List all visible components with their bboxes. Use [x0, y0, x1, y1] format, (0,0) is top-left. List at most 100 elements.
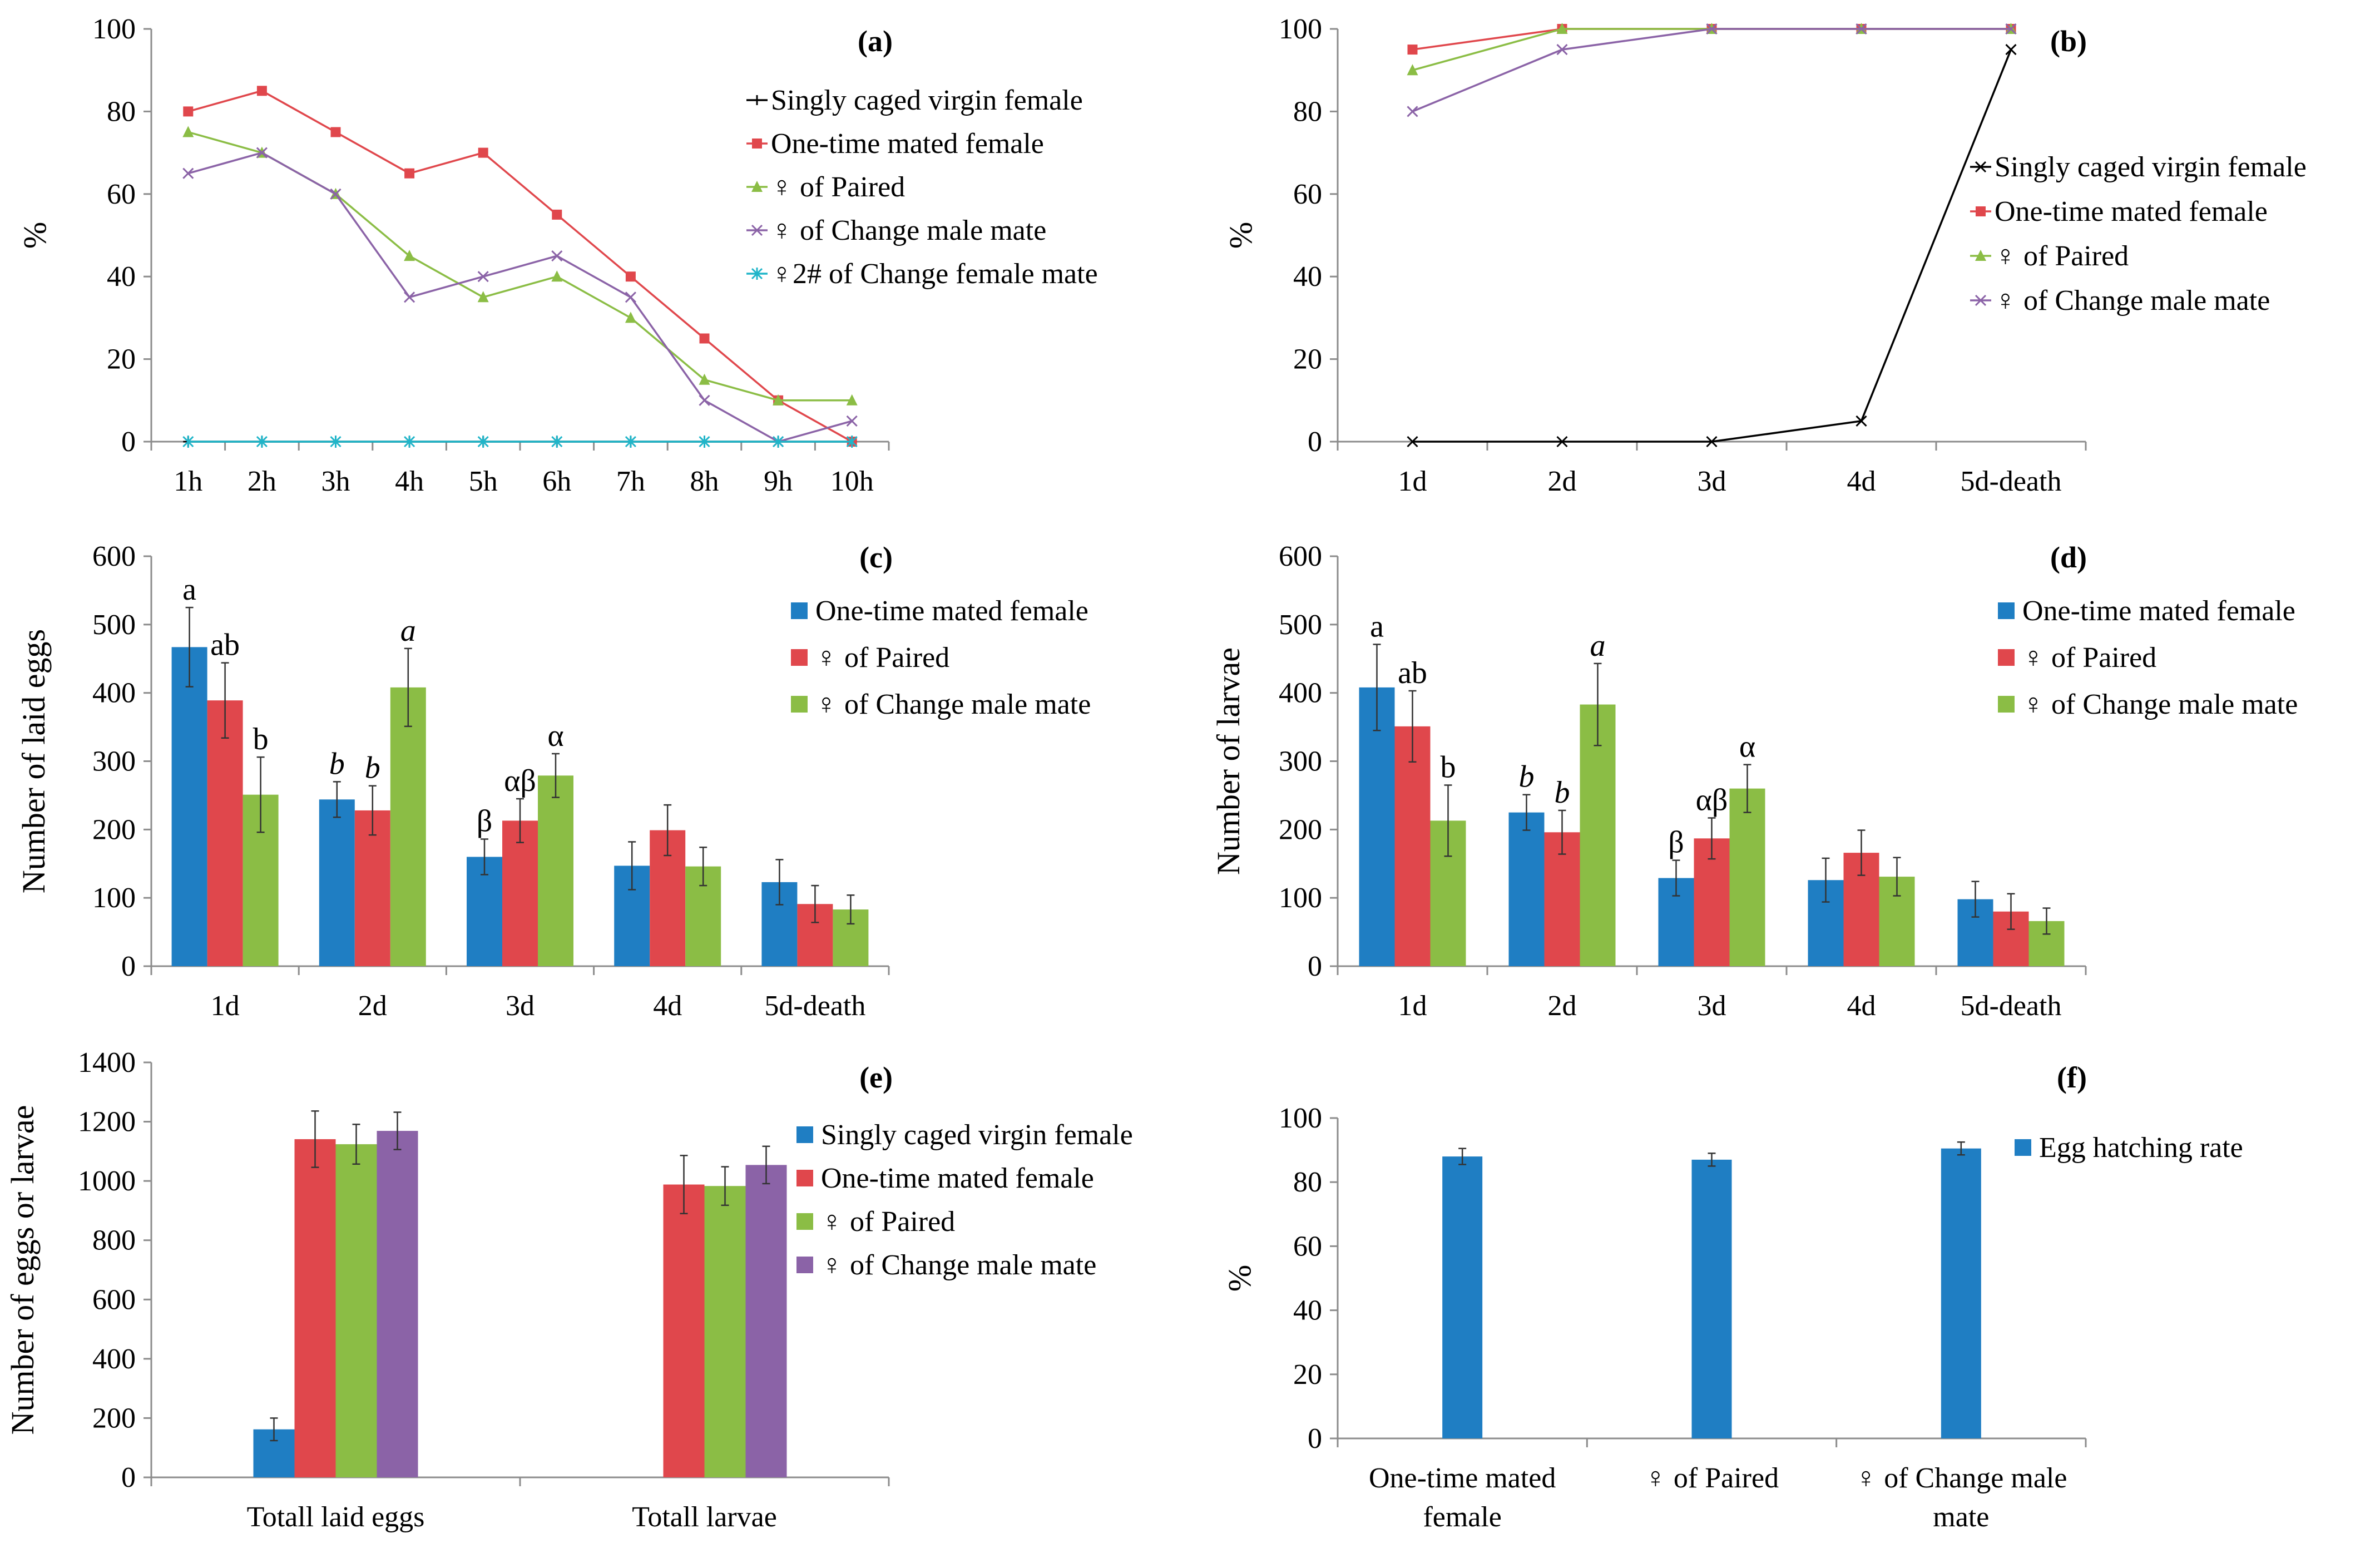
- panel-c: 0 100 200 300 400 500 600 1d 2d 3d 4d 5d-death Numbe…: [16, 541, 1091, 1022]
- y-axis-label: %: [1221, 1265, 1258, 1292]
- legend-label: ♀ of Paired: [2022, 642, 2156, 674]
- data-point: [773, 394, 784, 405]
- y-tick-label: 500: [92, 609, 136, 641]
- y-tick-label: 200: [1279, 814, 1322, 845]
- y-tick-label: 80: [107, 96, 136, 127]
- x-tick-label: 7h: [616, 466, 645, 497]
- legend-swatch: [791, 696, 808, 713]
- panel-label: (e): [859, 1061, 893, 1094]
- y-tick-label: 20: [1293, 1359, 1322, 1391]
- data-point: [751, 181, 763, 192]
- x-tick-label: 5h: [469, 466, 498, 497]
- x-tick-label: 4d: [1847, 466, 1876, 497]
- y-tick-label: 1200: [78, 1106, 136, 1138]
- data-point: [477, 291, 489, 303]
- legend-label: ♀ of Paired: [771, 171, 905, 203]
- series-line-3: [1412, 28, 2011, 113]
- y-tick-label: 100: [92, 882, 136, 914]
- panel-label: (b): [2050, 24, 2087, 58]
- legend-swatch: [796, 1213, 813, 1230]
- y-tick-label: 40: [107, 261, 136, 293]
- legend-label: Egg hatching rate: [2039, 1132, 2243, 1164]
- data-point: [625, 271, 636, 282]
- y-axis-label: Number of laid eggs: [16, 629, 52, 893]
- panel-label: (c): [859, 541, 893, 574]
- data-point: [1855, 23, 1867, 35]
- data-point: [478, 147, 488, 158]
- x-tick-label: ♀ of Paired: [1645, 1462, 1779, 1494]
- data-point: [1556, 44, 1568, 56]
- panel-label: (d): [2050, 541, 2087, 574]
- bar-1-0: [207, 700, 243, 966]
- significance-label: ab: [210, 628, 240, 662]
- data-point: [551, 270, 563, 282]
- data-point: [404, 291, 415, 303]
- x-tick-label: 5d-death: [1961, 466, 2062, 497]
- x-tick-label: 3h: [321, 466, 350, 497]
- data-point: [182, 436, 194, 448]
- legend-swatch: [791, 649, 808, 666]
- y-tick-label: 0: [121, 951, 136, 982]
- data-point: [1706, 436, 1718, 448]
- x-tick-label: One-time mated: [1369, 1462, 1556, 1494]
- y-tick-label: 20: [1293, 344, 1322, 375]
- legend-label: ♀ of Change male mate: [2022, 689, 2298, 720]
- data-point: [751, 224, 763, 236]
- data-point: [625, 436, 636, 448]
- data-point: [773, 436, 784, 448]
- y-tick-label: 300: [92, 746, 136, 778]
- x-tick-label: 3d: [506, 990, 535, 1022]
- y-tick-label: 1400: [78, 1047, 136, 1079]
- data-point: [2005, 23, 2017, 35]
- panel-b: 0 20 40 60 80 100 1d 2d 3d 4d 5d-death% (b) Singly c…: [1223, 13, 2307, 497]
- data-point: [404, 436, 415, 448]
- legend-label: One-time mated female: [821, 1163, 1094, 1194]
- bar-2-0: [335, 1144, 377, 1477]
- bar-0-0: [1359, 687, 1395, 966]
- y-tick-label: 40: [1293, 1295, 1322, 1327]
- data-point: [1855, 415, 1867, 427]
- y-axis-label: %: [17, 222, 53, 249]
- bar-0-0: [171, 647, 207, 966]
- data-point: [699, 436, 710, 448]
- significance-label: α: [1739, 730, 1755, 764]
- y-tick-label: 600: [92, 541, 136, 572]
- data-point: [1407, 436, 1418, 448]
- y-tick-label: 100: [1279, 13, 1322, 45]
- panel-a: 0 20 40 60 80 100 1h 2h 3h 4h 5h 6h 7h 8h 9h 10h% (a) Sin…: [17, 13, 1098, 497]
- bar-2-2: [538, 775, 573, 966]
- y-tick-label: 300: [1279, 746, 1322, 778]
- x-tick-label: 1h: [174, 466, 202, 497]
- legend-label: ♀ of Change male mate: [771, 215, 1046, 246]
- y-tick-label: 20: [107, 344, 136, 375]
- data-point: [1407, 44, 1418, 55]
- legend-swatch: [1998, 602, 2015, 619]
- data-point: [699, 333, 710, 344]
- legend-swatch: [1998, 696, 2015, 713]
- y-tick-label: 800: [92, 1225, 136, 1257]
- series-line-2: [1412, 28, 2011, 71]
- y-axis-label: %: [1223, 222, 1259, 249]
- significance-label: a: [182, 572, 196, 607]
- legend-swatch: [2015, 1139, 2031, 1156]
- x-tick-label: female: [1423, 1501, 1501, 1533]
- x-tick-label: 4h: [395, 466, 424, 497]
- y-tick-label: 100: [1279, 1102, 1322, 1134]
- data-point: [404, 168, 415, 179]
- significance-label: β: [1668, 825, 1684, 860]
- data-point: [625, 291, 636, 303]
- legend-label: ♀2# of Change female mate: [771, 258, 1098, 290]
- y-tick-label: 80: [1293, 96, 1322, 127]
- y-axis-label: Number of eggs or larvae: [4, 1105, 41, 1435]
- panel-e: 0 200 400 600 800 1000 1200 1400 Totall laid egg…: [4, 1047, 1133, 1533]
- x-tick-label: 4d: [1847, 990, 1876, 1022]
- y-tick-label: 500: [1279, 609, 1322, 641]
- y-tick-label: 0: [1308, 1423, 1322, 1455]
- data-point: [1975, 294, 1987, 306]
- bar-1-2: [502, 820, 538, 966]
- data-point: [1407, 106, 1418, 117]
- data-point: [846, 394, 858, 405]
- x-tick-label: 2d: [1548, 466, 1577, 497]
- legend-label: ♀ of Change male mate: [1995, 285, 2270, 316]
